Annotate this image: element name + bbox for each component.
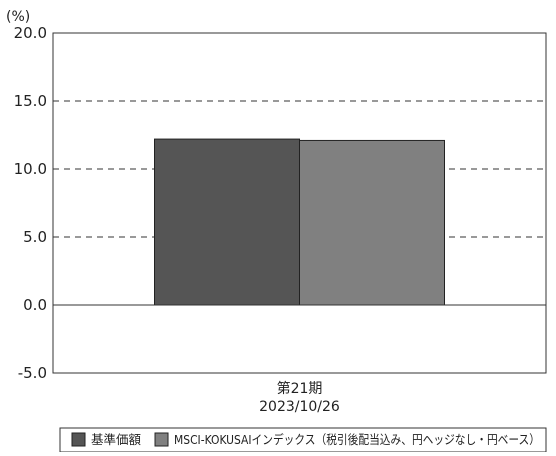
y-tick-label: -5.0	[18, 364, 47, 382]
bars	[154, 138, 445, 306]
x-category-sublabel: 2023/10/26	[259, 399, 340, 415]
y-axis-unit-label: (%)	[6, 9, 30, 25]
legend: 基準価額 MSCI-KOKUSAIインデックス（税引後配当込み、円ヘッジなし・円ベ…	[59, 427, 547, 453]
y-tick-label: 5.0	[23, 228, 47, 246]
bar-2	[299, 139, 445, 306]
legend-swatch-1	[71, 432, 86, 447]
bar-1	[154, 138, 300, 306]
x-category-label: 第21期	[277, 380, 323, 397]
y-tick-label: 15.0	[14, 92, 47, 110]
y-tick-label: 10.0	[14, 160, 47, 178]
legend-label-1: 基準価額	[91, 432, 142, 447]
legend-swatch-2	[154, 432, 169, 447]
y-tick-label: 20.0	[14, 24, 47, 42]
y-tick-label: 0.0	[23, 296, 47, 314]
y-axis-ticks: 20.0 15.0 10.0 5.0 0.0 -5.0	[14, 24, 47, 382]
plot-area-frame	[52, 32, 547, 374]
x-axis-category-labels: 第21期 2023/10/26	[259, 380, 340, 415]
legend-box	[59, 427, 547, 453]
legend-label-2: MSCI-KOKUSAIインデックス（税引後配当込み、円ヘッジなし・円ベース）	[174, 432, 540, 447]
